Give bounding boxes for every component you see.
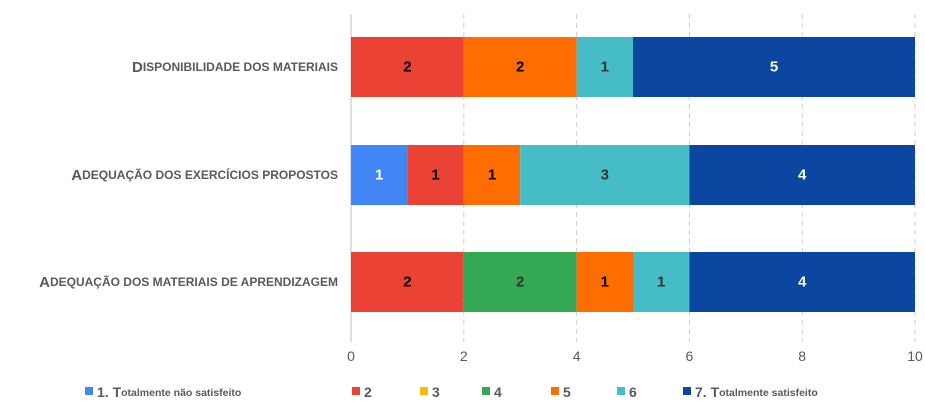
legend-label: 3 — [432, 384, 440, 400]
category-label-part: A — [39, 274, 50, 291]
x-axis-tick-labels: 0 2 4 6 8 10 — [347, 348, 923, 364]
legend-swatch — [617, 387, 625, 395]
category-label-part: prendizagem — [249, 275, 338, 289]
bar-data-label: 2 — [403, 59, 411, 76]
bars-layer: 2 2 1 5 1 1 1 3 4 2 2 1 1 4 — [351, 37, 915, 312]
bar-data-label: 4 — [798, 274, 807, 291]
bar-data-label: 4 — [798, 167, 807, 184]
legend-label: 4 — [494, 384, 502, 400]
bar-data-label: 3 — [601, 167, 609, 184]
category-label-part: dequação — [50, 274, 123, 289]
legend-label-part: 3 — [432, 384, 440, 400]
bar-segment — [463, 37, 577, 97]
bar-segment — [576, 252, 633, 312]
legend-label-part: otalmente — [121, 387, 174, 399]
category-label: Adequação dos exercícios propostos — [71, 167, 338, 184]
category-label-part: a — [241, 275, 250, 289]
bar-data-label: 1 — [488, 167, 496, 184]
legend-label-part: 4 — [494, 384, 502, 400]
category-label-part: dequação — [82, 167, 155, 182]
x-tick-label: 2 — [460, 348, 468, 364]
legend-label: 7. Totalmente satisfeito — [695, 384, 818, 400]
bar-segment — [351, 145, 408, 205]
legend-label: 1. Totalmente não satisfeito — [97, 384, 241, 400]
legend-swatch — [85, 387, 93, 395]
category-label-part: ateriais — [283, 60, 338, 74]
category-label-part: d — [155, 168, 164, 182]
category-labels: Disponibilidade dos materiaisAdequação d… — [39, 59, 338, 291]
x-tick-label: 4 — [573, 348, 581, 364]
category-label-part: ropostos — [270, 168, 338, 182]
category-label-part: os — [164, 168, 185, 182]
category-label-part: D — [132, 59, 143, 76]
category-label-part: d — [123, 275, 132, 289]
bar-segment — [633, 252, 690, 312]
category-label-part: os — [132, 275, 153, 289]
bar-segment — [463, 252, 577, 312]
legend-label: 2 — [364, 384, 372, 400]
legend-label-part: 6 — [629, 384, 637, 400]
legend-label-part: 1. — [97, 384, 113, 400]
legend-label: 6 — [629, 384, 637, 400]
bar-segment — [351, 252, 464, 312]
x-tick-label: 0 — [347, 348, 355, 364]
category-label-part: A — [71, 167, 82, 184]
legend-label: 5 — [563, 384, 571, 400]
x-tick-label: 6 — [686, 348, 694, 364]
category-label-part: d — [244, 60, 253, 74]
bar-segment — [407, 145, 464, 205]
bar-segment — [689, 145, 915, 205]
category-label-part: isponibilidade — [143, 60, 244, 74]
category-label-part: xercícios — [193, 167, 262, 182]
legend-swatch — [551, 387, 559, 395]
bar-segment — [633, 37, 915, 97]
legend-label-part: 2 — [364, 384, 372, 400]
legend-label-part: 7. — [695, 384, 711, 400]
legend-label-part: otalmente — [719, 387, 772, 399]
category-label-part: e — [230, 275, 241, 289]
bar-data-label: 1 — [601, 274, 609, 291]
category-label-part: e — [185, 168, 193, 182]
category-label-part: m — [273, 60, 283, 74]
category-label-part: m — [153, 275, 163, 289]
bar-data-label: 2 — [403, 274, 411, 291]
bar-data-label: 2 — [516, 274, 524, 291]
category-label-part: p — [262, 168, 270, 182]
x-tick-label: 8 — [798, 348, 806, 364]
bar-data-label: 1 — [601, 59, 609, 76]
category-label-part: d — [221, 275, 230, 289]
legend: 1. Totalmente não satisfeito 2 3 4 5 6 7. Tota… — [85, 384, 818, 400]
x-tick-label: 10 — [907, 348, 923, 364]
bar-data-label: 1 — [657, 274, 665, 291]
legend-label-part: 5 — [563, 384, 571, 400]
legend-label-part: satisfeito — [772, 387, 818, 399]
legend-swatch — [683, 387, 691, 395]
legend-swatch — [482, 387, 490, 395]
category-label: Disponibilidade dos materiais — [132, 59, 338, 76]
legend-swatch — [420, 387, 428, 395]
bar-data-label: 1 — [375, 167, 383, 184]
bar-segment — [520, 145, 690, 205]
bar-segment — [689, 252, 915, 312]
bar-segment — [576, 37, 633, 97]
legend-label-part: T — [113, 384, 122, 400]
legend-label-part: não — [174, 387, 196, 399]
legend-label-part: T — [711, 384, 720, 400]
legend-swatch — [352, 387, 360, 395]
category-label-part: ateriais — [163, 275, 221, 289]
bar-segment — [463, 145, 521, 205]
category-label-part: os — [252, 60, 273, 74]
legend-label-part: satisfeito — [195, 387, 241, 399]
bar-data-label: 2 — [516, 59, 524, 76]
bar-data-label: 1 — [431, 167, 439, 184]
bar-segment — [351, 37, 464, 97]
bar-data-label: 5 — [770, 59, 778, 76]
category-label: Adequação dos materiais de aprendizagem — [39, 274, 338, 291]
